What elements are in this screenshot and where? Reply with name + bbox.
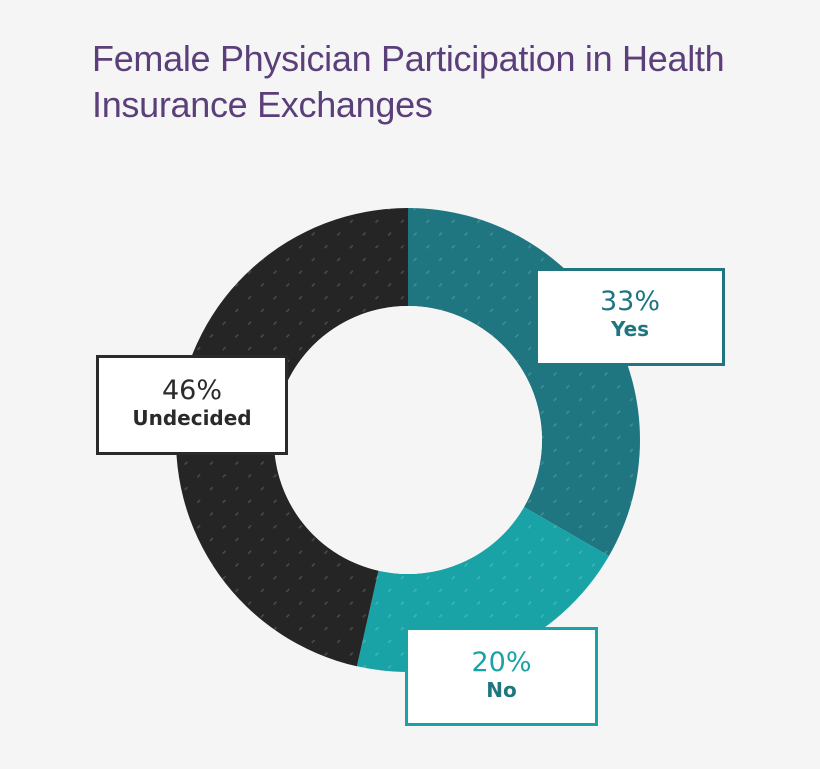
label-undecided-percent: 46% [161,375,222,406]
label-undecided-name: Undecided [132,406,252,430]
label-yes: 33% Yes [535,268,725,366]
donut-hole [274,306,542,574]
label-no-name: No [486,678,517,702]
label-no-percent: 20% [471,647,532,678]
label-no: 20% No [405,627,598,726]
chart-title: Female Physician Participation in Health… [92,38,725,125]
label-yes-percent: 33% [599,286,660,317]
label-yes-name: Yes [610,317,650,341]
label-undecided: 46% Undecided [96,355,288,455]
